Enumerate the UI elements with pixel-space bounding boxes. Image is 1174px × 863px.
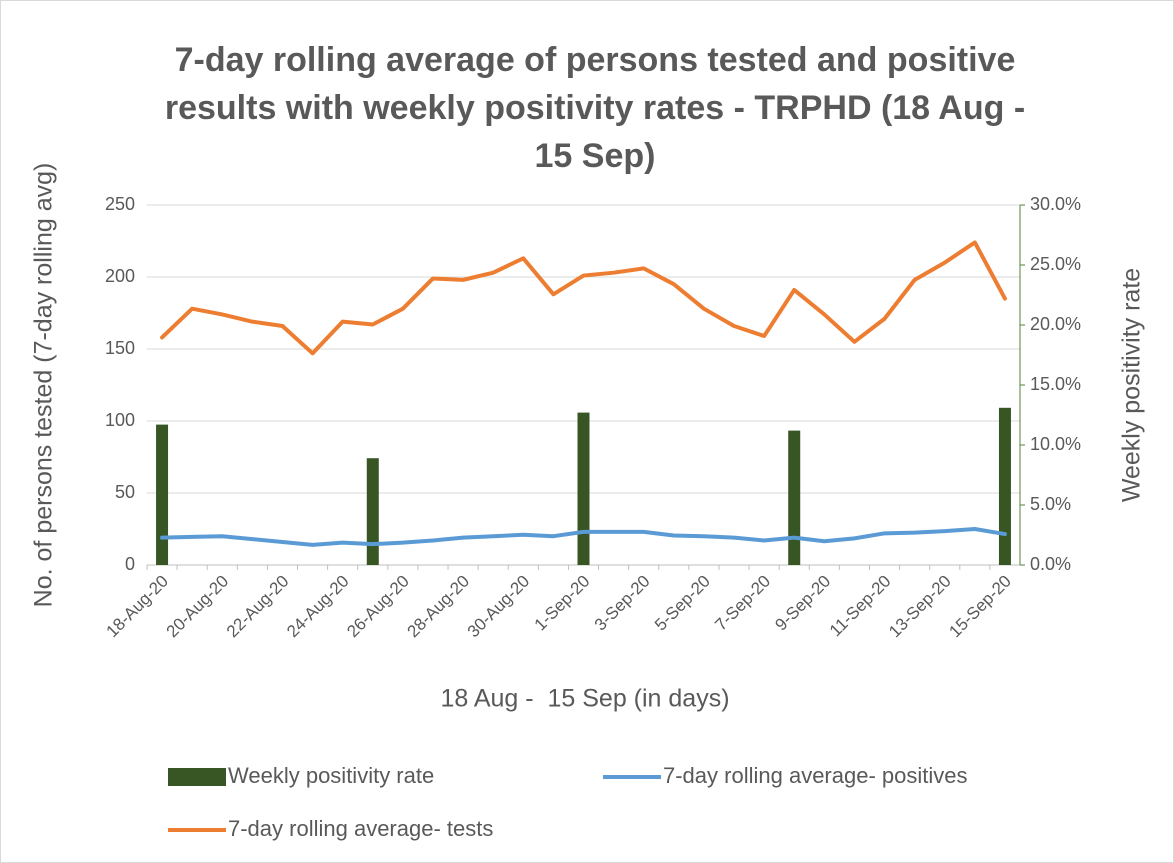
line xyxy=(160,240,1007,356)
y-tick-label: 0 xyxy=(125,554,135,574)
bar xyxy=(366,458,379,565)
y-tick-label: 100 xyxy=(105,410,135,430)
y2-tick-label: 0.0% xyxy=(1030,554,1071,574)
y2-tick-label: 25.0% xyxy=(1030,254,1081,274)
y-tick-label: 50 xyxy=(115,482,135,502)
y2-axis-label: Weekly positivity rate xyxy=(1118,268,1146,502)
bar xyxy=(788,430,801,565)
bar xyxy=(156,424,169,565)
y2-tick-label: 10.0% xyxy=(1030,434,1081,454)
y-axis-label: No. of persons tested (7-day rolling avg… xyxy=(30,163,58,608)
bar xyxy=(577,412,590,565)
y2-tick-label: 15.0% xyxy=(1030,374,1081,394)
legend-label: 7-day rolling average- tests xyxy=(228,816,493,841)
y-tick-label: 250 xyxy=(105,194,135,214)
legend-swatch xyxy=(168,768,226,786)
y-tick-label: 200 xyxy=(105,266,135,286)
x-axis-label: 18 Aug - 15 Sep (in days) xyxy=(440,685,729,713)
y2-tick-label: 20.0% xyxy=(1030,314,1081,334)
y2-tick-label: 5.0% xyxy=(1030,494,1071,514)
legend-label: 7-day rolling average- positives xyxy=(663,763,968,788)
legend-label: Weekly positivity rate xyxy=(228,763,434,788)
chart-title: 7-day rolling average of persons tested … xyxy=(164,41,1026,175)
y-tick-label: 150 xyxy=(105,338,135,358)
line xyxy=(160,527,1007,547)
bar xyxy=(998,407,1011,565)
y2-tick-label: 30.0% xyxy=(1030,194,1081,214)
